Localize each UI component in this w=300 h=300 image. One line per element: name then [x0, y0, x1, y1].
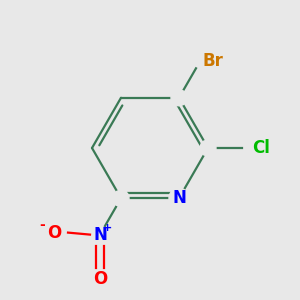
Text: N: N — [172, 189, 186, 207]
Circle shape — [113, 190, 129, 206]
Text: -: - — [39, 218, 45, 232]
Text: Br: Br — [202, 52, 223, 70]
Circle shape — [200, 140, 216, 156]
Circle shape — [169, 188, 189, 208]
Text: O: O — [47, 224, 61, 242]
Text: +: + — [103, 223, 112, 232]
Circle shape — [171, 90, 187, 106]
Text: Cl: Cl — [252, 139, 270, 157]
Text: N: N — [93, 226, 107, 244]
Text: O: O — [93, 270, 107, 288]
